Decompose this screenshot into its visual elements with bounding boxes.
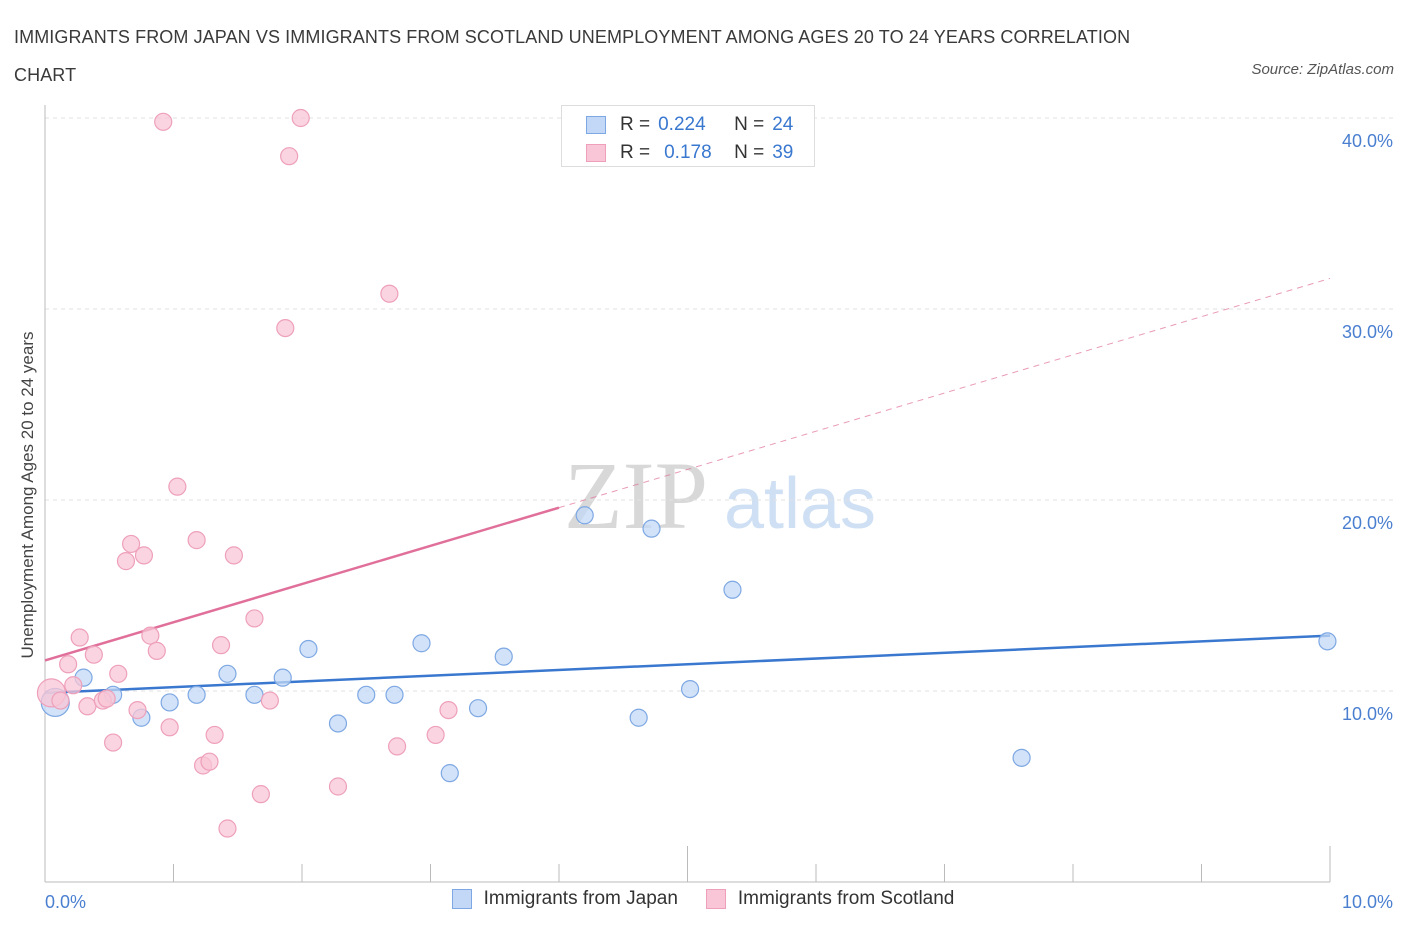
japan-point (440, 764, 459, 783)
japan-point (642, 519, 661, 538)
x-tick-label: 10.0% (1342, 892, 1393, 912)
scotland-n-value: 39 (772, 142, 794, 163)
stats-row-japan: R = 0.224 N = 24 (586, 111, 793, 139)
japan-point (1012, 748, 1031, 767)
legend-label-japan: Immigrants from Japan (483, 888, 678, 909)
scotland-point (128, 700, 147, 720)
scotland-trend-line (44, 506, 560, 662)
legend-swatch-japan (451, 889, 472, 909)
scotland-point (116, 552, 136, 571)
scotland-point (218, 819, 237, 838)
japan-point (1318, 632, 1337, 651)
japan-point (299, 639, 318, 659)
scotland-point (280, 147, 299, 166)
japan-point (575, 506, 594, 525)
stats-row-scotland: R = 0.178 N = 39 (586, 139, 793, 167)
scotland-point (109, 664, 128, 683)
japan-point (357, 685, 376, 704)
japan-n-value: 24 (772, 114, 794, 135)
scotland-point (168, 477, 187, 496)
legend-swatch-scotland (705, 889, 726, 909)
scotland-point (380, 284, 399, 303)
y-tick-label: 20.0% (1342, 513, 1393, 533)
japan-point (723, 580, 742, 599)
japan-swatch (586, 116, 606, 134)
japan-trend-line (44, 634, 1331, 695)
legend-item-scotland: Immigrants from Scotland (705, 888, 955, 910)
y-tick-label: 40.0% (1342, 131, 1393, 151)
legend-item-japan: Immigrants from Japan (451, 888, 678, 910)
scotland-point (84, 645, 103, 664)
scotland-point (64, 676, 83, 695)
scotland-point (97, 689, 116, 708)
japan-point (412, 634, 431, 653)
n-label: N = (734, 142, 765, 163)
scotland-point (205, 725, 224, 745)
scotland-point (245, 609, 264, 628)
scotland-point (200, 752, 219, 771)
japan-point (328, 714, 348, 733)
scotland-r-value: 0.178 (664, 142, 712, 163)
japan-point (245, 685, 264, 704)
scotland-point (260, 691, 279, 710)
stats-legend: R = 0.224 N = 24 R = 0.178 N = 39 (561, 105, 815, 167)
scotland-point (154, 112, 173, 131)
y-tick-label: 30.0% (1342, 322, 1393, 342)
japan-point (218, 664, 237, 683)
japan-point (629, 708, 648, 727)
scotland-point (291, 108, 310, 128)
scotland-point (70, 628, 89, 647)
scotland-point (59, 655, 78, 674)
japan-point (385, 685, 404, 704)
scotland-point (328, 777, 348, 796)
japan-r-value: 0.224 (658, 114, 706, 135)
scotland-point (51, 691, 70, 710)
chart-title: IMMIGRANTS FROM JAPAN VS IMMIGRANTS FROM… (14, 27, 1131, 85)
source-label: Source: ZipAtlas.com (1251, 61, 1394, 78)
scotland-point (121, 534, 141, 554)
scotland-point (276, 319, 295, 338)
scotland-point (387, 737, 407, 756)
japan-point (494, 647, 513, 666)
japan-point (273, 668, 292, 687)
n-label: N = (734, 114, 765, 135)
scotland-point (426, 725, 445, 745)
scotland-point (141, 626, 160, 645)
y-tick-label: 10.0% (1342, 704, 1393, 724)
scotland-point (439, 700, 458, 720)
legend-label-scotland: Immigrants from Scotland (737, 888, 955, 909)
japan-point (160, 693, 179, 712)
series-legend: Immigrants from Japan Immigrants from Sc… (0, 888, 1406, 910)
japan-point (468, 699, 488, 718)
r-label: R = (620, 142, 651, 163)
scotland-point (224, 546, 243, 565)
japan-point (680, 679, 700, 699)
scotland-point (147, 641, 166, 660)
r-label: R = (620, 114, 651, 135)
japan-point (187, 685, 206, 704)
scotland-point (251, 785, 270, 804)
watermark-atlas: atlas (724, 464, 876, 544)
scotland-swatch (586, 144, 606, 162)
scotland-trend-extension (558, 277, 1331, 509)
scotland-point (160, 718, 179, 737)
scotland-point (104, 733, 123, 752)
x-tick-label: 0.0% (45, 892, 86, 912)
scotland-point (211, 636, 231, 655)
scotland-point (187, 531, 206, 550)
watermark-zip: ZIP (564, 442, 708, 549)
scotland-point (134, 546, 154, 565)
scotland-point (78, 697, 97, 716)
